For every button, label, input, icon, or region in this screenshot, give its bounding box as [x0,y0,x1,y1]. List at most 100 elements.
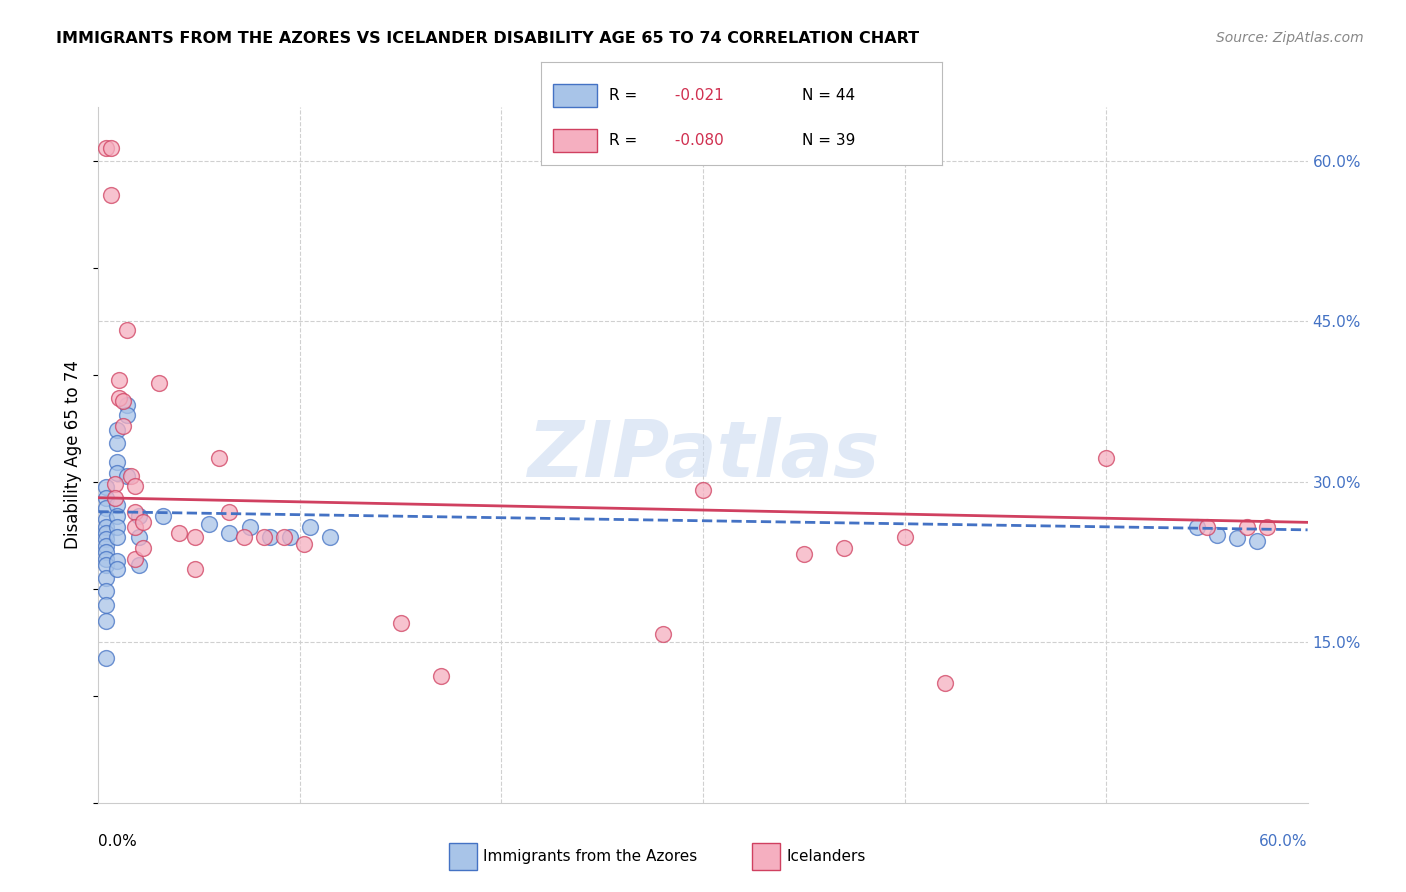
Point [96,558,118,573]
Point [692,483,714,498]
Point [319,530,342,544]
Point [793,548,815,562]
Point [292,537,315,551]
Point [111,419,134,434]
Text: Source: ZipAtlas.com: Source: ZipAtlas.com [1216,31,1364,45]
Point [651,626,673,640]
Point [105,466,128,480]
Point [96,539,118,553]
Point [430,669,453,683]
Point [115,409,138,423]
Point [105,508,128,523]
Point [96,526,118,541]
Point [253,530,276,544]
Point [105,530,128,544]
Point [96,519,118,533]
Point [218,526,240,541]
Text: Icelanders: Icelanders [786,849,866,863]
Point [103,491,125,505]
Text: R =: R = [609,87,638,103]
Point [184,562,207,576]
Point [132,541,155,555]
Point [96,501,118,516]
Point [96,491,118,505]
Point [107,391,129,405]
Point [105,519,128,533]
Point [208,451,231,466]
Point [124,505,146,519]
Point [128,558,150,573]
Point [111,394,134,409]
Point [115,469,138,483]
Point [96,512,118,526]
Bar [554,84,598,106]
Point [1236,519,1258,533]
Bar [752,843,780,870]
Point [105,436,128,450]
Point [152,508,174,523]
Point [1226,532,1249,546]
Point [96,551,118,566]
Point [105,423,128,437]
Point [198,517,221,532]
Point [167,526,190,541]
Point [128,508,150,523]
Point [96,533,118,547]
Text: 0.0%: 0.0% [98,834,138,849]
Point [100,187,122,202]
Point [273,530,295,544]
Point [120,469,142,483]
Point [115,323,138,337]
Point [107,373,129,387]
Point [96,651,118,665]
Point [1206,528,1229,542]
Point [148,376,170,391]
Point [1256,519,1278,533]
Point [132,516,155,530]
Point [218,505,240,519]
Text: -0.021: -0.021 [669,87,723,103]
Point [934,676,956,690]
Text: -0.080: -0.080 [669,133,723,148]
Text: R =: R = [609,133,638,148]
Point [124,519,146,533]
Point [105,455,128,469]
Point [893,530,915,544]
Bar [450,843,477,870]
Text: IMMIGRANTS FROM THE AZORES VS ICELANDER DISABILITY AGE 65 TO 74 CORRELATION CHAR: IMMIGRANTS FROM THE AZORES VS ICELANDER … [56,31,920,46]
Point [1095,451,1118,466]
Point [232,530,254,544]
Point [128,530,150,544]
Text: N = 44: N = 44 [801,87,855,103]
Point [124,479,146,493]
Point [115,398,138,412]
Text: N = 39: N = 39 [801,133,855,148]
Point [96,583,118,598]
Text: ZIPatlas: ZIPatlas [527,417,879,493]
Point [96,141,118,155]
Point [100,141,122,155]
Point [184,530,207,544]
Point [299,519,322,533]
Point [239,519,262,533]
Point [1195,519,1218,533]
Point [105,498,128,512]
Text: Immigrants from the Azores: Immigrants from the Azores [484,849,697,863]
Point [96,614,118,628]
Point [96,598,118,612]
Point [1246,533,1268,548]
Point [389,615,412,630]
Point [96,480,118,494]
Point [259,530,281,544]
Point [105,562,128,576]
Bar [554,129,598,152]
Y-axis label: Disability Age 65 to 74: Disability Age 65 to 74 [65,360,83,549]
Point [124,551,146,566]
Point [96,571,118,585]
Point [278,530,301,544]
Point [103,476,125,491]
Point [1185,519,1208,533]
Point [96,545,118,559]
Point [105,554,128,568]
Point [832,541,855,555]
